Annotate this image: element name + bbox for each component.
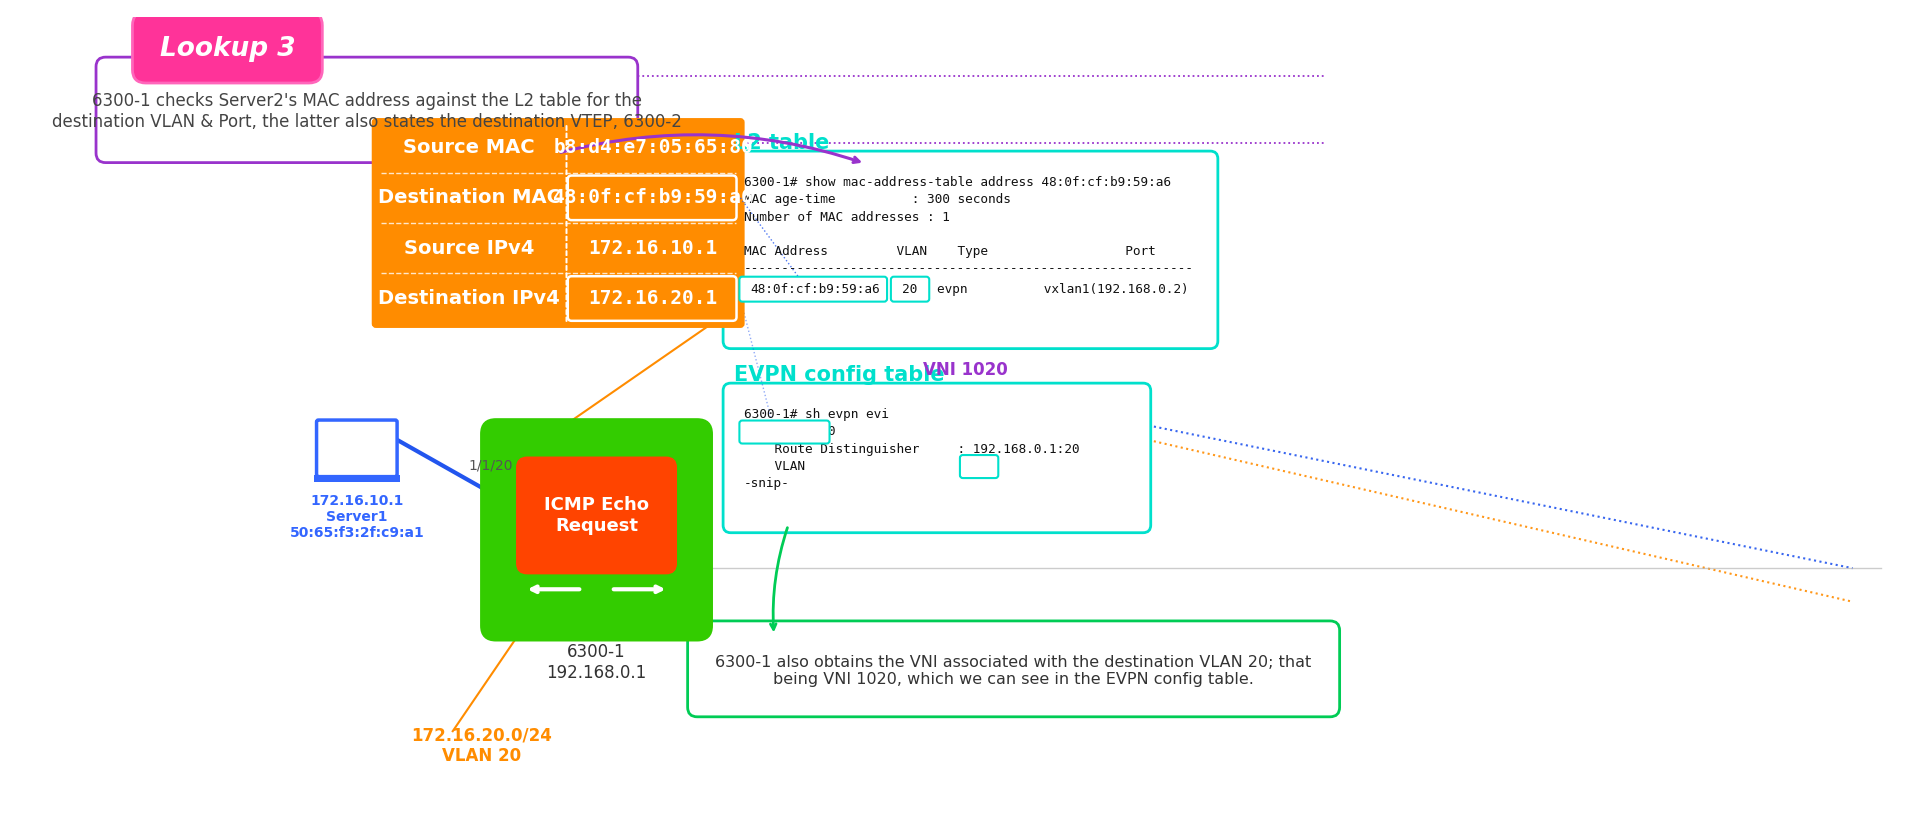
FancyBboxPatch shape bbox=[723, 383, 1152, 532]
Text: 172.16.20.0/24
VLAN 20: 172.16.20.0/24 VLAN 20 bbox=[411, 726, 553, 765]
FancyBboxPatch shape bbox=[482, 419, 712, 640]
Text: Source IPv4: Source IPv4 bbox=[404, 238, 534, 258]
FancyBboxPatch shape bbox=[96, 57, 637, 163]
Text: 6300-1 also obtains the VNI associated with the destination VLAN 20; that
being : 6300-1 also obtains the VNI associated w… bbox=[715, 654, 1312, 687]
FancyBboxPatch shape bbox=[740, 277, 888, 301]
Text: EVPN config table: EVPN config table bbox=[735, 365, 945, 385]
FancyBboxPatch shape bbox=[316, 420, 398, 477]
FancyBboxPatch shape bbox=[132, 12, 321, 83]
Text: VNI 1020: VNI 1020 bbox=[924, 360, 1008, 378]
Text: -----------------------------------------------------------: ----------------------------------------… bbox=[744, 262, 1194, 275]
Text: MAC age-time          : 300 seconds: MAC age-time : 300 seconds bbox=[744, 193, 1012, 206]
Text: 172.16.10.1: 172.16.10.1 bbox=[589, 238, 717, 258]
Text: Source MAC: Source MAC bbox=[404, 138, 536, 157]
Text: -snip-: -snip- bbox=[744, 477, 790, 490]
Text: 6300-1 checks Server2's MAC address against the L2 table for the
destination VLA: 6300-1 checks Server2's MAC address agai… bbox=[52, 93, 681, 131]
Text: L2 table: L2 table bbox=[735, 133, 828, 153]
Text: L2VNI : 1020: L2VNI : 1020 bbox=[744, 425, 836, 438]
Text: 1/1/20: 1/1/20 bbox=[469, 459, 513, 473]
Text: 172.16.10.1
Server1
50:65:f3:2f:c9:a1: 172.16.10.1 Server1 50:65:f3:2f:c9:a1 bbox=[289, 494, 425, 541]
Text: 172.16.20.1: 172.16.20.1 bbox=[589, 289, 717, 308]
FancyBboxPatch shape bbox=[740, 420, 830, 444]
Text: Number of MAC addresses : 1: Number of MAC addresses : 1 bbox=[744, 210, 951, 224]
Text: VLAN                    : 20: VLAN : 20 bbox=[744, 459, 989, 473]
Text: MAC Address         VLAN    Type                  Port: MAC Address VLAN Type Port bbox=[744, 245, 1155, 258]
Text: b8:d4:e7:05:65:80: b8:d4:e7:05:65:80 bbox=[553, 138, 754, 157]
Text: Destination IPv4: Destination IPv4 bbox=[379, 289, 561, 308]
Text: evpn          vxlan1(192.168.0.2): evpn vxlan1(192.168.0.2) bbox=[937, 283, 1188, 296]
Text: ICMP Echo
Request: ICMP Echo Request bbox=[543, 496, 649, 535]
Text: Destination MAC: Destination MAC bbox=[377, 188, 561, 207]
Text: 48:0f:cf:b9:59:a6: 48:0f:cf:b9:59:a6 bbox=[553, 188, 754, 207]
Text: 6300-1# show mac-address-table address 48:0f:cf:b9:59:a6: 6300-1# show mac-address-table address 4… bbox=[744, 176, 1171, 189]
FancyBboxPatch shape bbox=[723, 151, 1219, 349]
Text: Route Distinguisher     : 192.168.0.1:20: Route Distinguisher : 192.168.0.1:20 bbox=[744, 442, 1079, 455]
Text: 48:0f:cf:b9:59:a6: 48:0f:cf:b9:59:a6 bbox=[750, 283, 880, 296]
FancyBboxPatch shape bbox=[960, 455, 999, 478]
FancyBboxPatch shape bbox=[517, 458, 675, 573]
FancyBboxPatch shape bbox=[373, 120, 744, 327]
Text: 6300-1
192.168.0.1: 6300-1 192.168.0.1 bbox=[547, 643, 647, 681]
FancyBboxPatch shape bbox=[687, 621, 1339, 717]
Text: Lookup 3: Lookup 3 bbox=[159, 37, 295, 62]
Text: 20: 20 bbox=[903, 283, 918, 296]
Text: 6300-1# sh evpn evi: 6300-1# sh evpn evi bbox=[744, 408, 890, 421]
Bar bbox=[314, 475, 400, 482]
FancyBboxPatch shape bbox=[891, 277, 930, 301]
